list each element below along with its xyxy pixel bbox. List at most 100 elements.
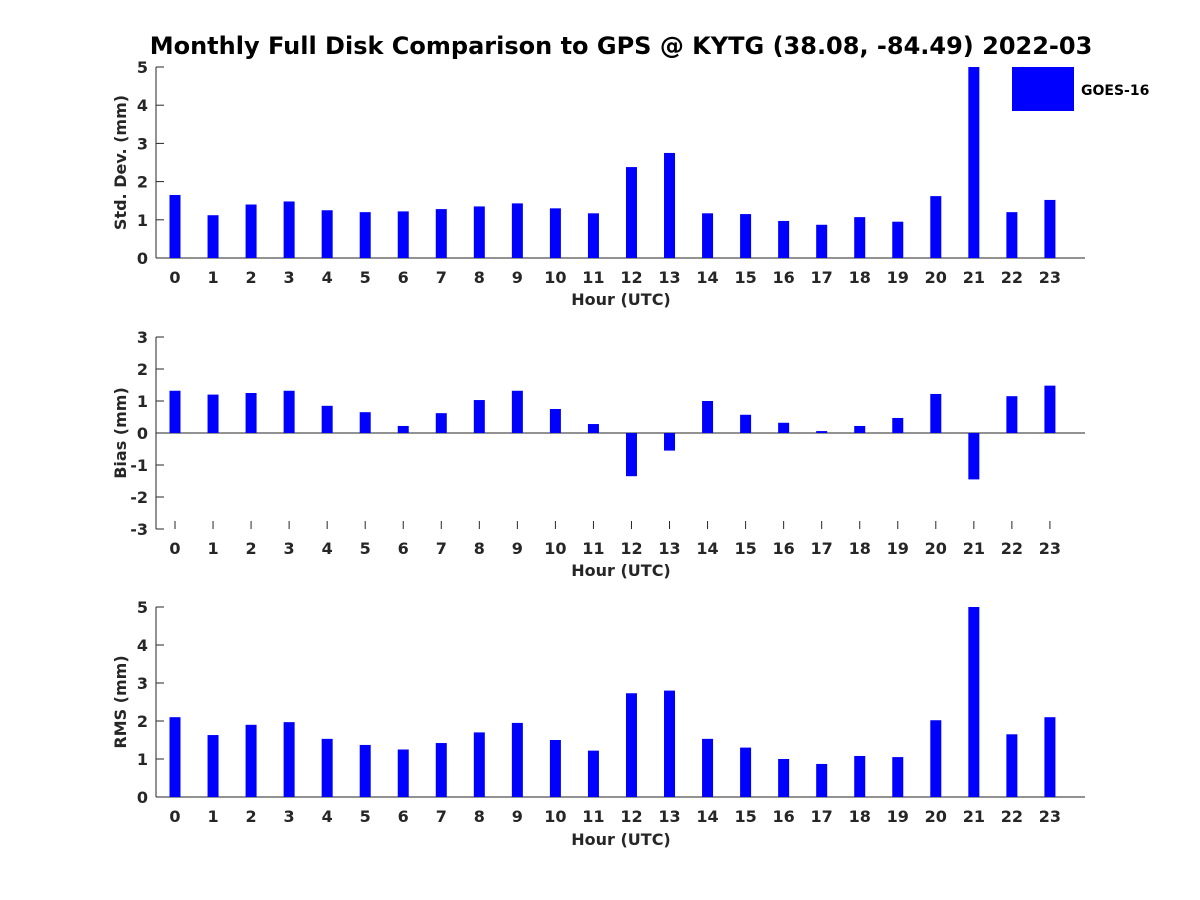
x-tick-label: 1: [207, 539, 218, 558]
x-tick-label: 21: [963, 539, 985, 558]
bar: [283, 390, 295, 433]
bar: [1006, 212, 1018, 258]
figure-title: Monthly Full Disk Comparison to GPS @ KY…: [150, 32, 1093, 60]
y-tick-label: 5: [137, 598, 148, 617]
x-tick-label: 11: [582, 539, 604, 558]
x-tick-label: 22: [1001, 539, 1023, 558]
bar: [854, 217, 866, 258]
bar: [625, 167, 637, 258]
x-tick-label: 11: [582, 268, 604, 287]
x-tick-label: 18: [849, 268, 871, 287]
bar: [321, 210, 333, 258]
bar: [930, 720, 942, 797]
bar: [511, 722, 523, 797]
x-tick-label: 18: [849, 539, 871, 558]
y-tick-label: -2: [130, 488, 148, 507]
bar: [435, 413, 447, 433]
bar: [473, 400, 485, 433]
bar: [740, 414, 752, 433]
x-tick-label: 15: [734, 807, 756, 826]
bar: [1006, 734, 1018, 797]
y-axis-label: Std. Dev. (mm): [111, 95, 130, 230]
x-tick-label: 23: [1039, 539, 1061, 558]
bar: [816, 431, 828, 433]
y-tick-label: -1: [130, 456, 148, 475]
y-tick-label: 4: [137, 636, 148, 655]
bar: [549, 208, 561, 258]
legend: GOES-16: [1012, 67, 1149, 111]
bar: [968, 607, 980, 797]
bar: [435, 209, 447, 258]
bar: [1044, 385, 1056, 433]
x-tick-label: 20: [925, 539, 947, 558]
x-tick-label: 8: [474, 807, 485, 826]
x-tick-label: 0: [169, 539, 180, 558]
bar: [321, 405, 333, 433]
y-tick-label: 0: [137, 249, 148, 268]
x-tick-label: 22: [1001, 268, 1023, 287]
bar: [473, 206, 485, 258]
y-tick-label: -3: [130, 520, 148, 539]
x-tick-label: 7: [436, 807, 447, 826]
y-tick-label: 1: [137, 392, 148, 411]
bar: [702, 401, 714, 433]
bar: [283, 201, 295, 258]
bar: [664, 690, 676, 797]
x-tick-label: 6: [398, 268, 409, 287]
x-tick-label: 0: [169, 807, 180, 826]
bar: [169, 717, 181, 797]
x-tick-label: 2: [246, 807, 257, 826]
x-tick-label: 20: [925, 268, 947, 287]
x-tick-label: 7: [436, 539, 447, 558]
x-tick-label: 17: [811, 807, 833, 826]
bar: [930, 196, 942, 258]
x-axis-label: Hour (UTC): [571, 830, 671, 849]
x-tick-label: 6: [398, 807, 409, 826]
x-axis-label: Hour (UTC): [571, 561, 671, 580]
bar: [778, 220, 790, 258]
x-tick-label: 18: [849, 807, 871, 826]
x-tick-label: 14: [696, 807, 718, 826]
x-tick-label: 0: [169, 268, 180, 287]
bar: [740, 214, 752, 258]
legend-swatch: [1012, 67, 1074, 111]
y-tick-label: 3: [137, 674, 148, 693]
bar: [511, 390, 523, 433]
bar: [207, 394, 219, 433]
bar: [511, 203, 523, 258]
x-tick-label: 9: [512, 539, 523, 558]
legend-label: GOES-16: [1081, 83, 1149, 99]
x-tick-label: 16: [773, 539, 795, 558]
x-tick-label: 7: [436, 268, 447, 287]
x-tick-label: 8: [474, 539, 485, 558]
x-tick-label: 12: [620, 268, 642, 287]
x-tick-label: 3: [284, 539, 295, 558]
bar: [740, 747, 752, 797]
y-tick-label: 3: [137, 328, 148, 347]
bar: [968, 67, 980, 258]
y-axis-label: RMS (mm): [111, 655, 130, 748]
bar: [778, 422, 790, 433]
bar: [169, 390, 181, 433]
x-tick-label: 1: [207, 268, 218, 287]
bar: [816, 763, 828, 797]
x-tick-label: 10: [544, 268, 566, 287]
x-tick-label: 21: [963, 268, 985, 287]
x-tick-label: 3: [284, 268, 295, 287]
bar: [207, 735, 219, 797]
y-tick-label: 4: [137, 96, 148, 115]
y-tick-label: 1: [137, 211, 148, 230]
x-tick-label: 14: [696, 539, 718, 558]
x-tick-label: 17: [811, 539, 833, 558]
x-tick-label: 10: [544, 807, 566, 826]
bar: [664, 433, 676, 451]
x-tick-label: 5: [360, 539, 371, 558]
x-tick-label: 20: [925, 807, 947, 826]
bar: [549, 740, 561, 797]
bar: [397, 211, 409, 258]
bar: [816, 224, 828, 258]
bar: [854, 755, 866, 797]
